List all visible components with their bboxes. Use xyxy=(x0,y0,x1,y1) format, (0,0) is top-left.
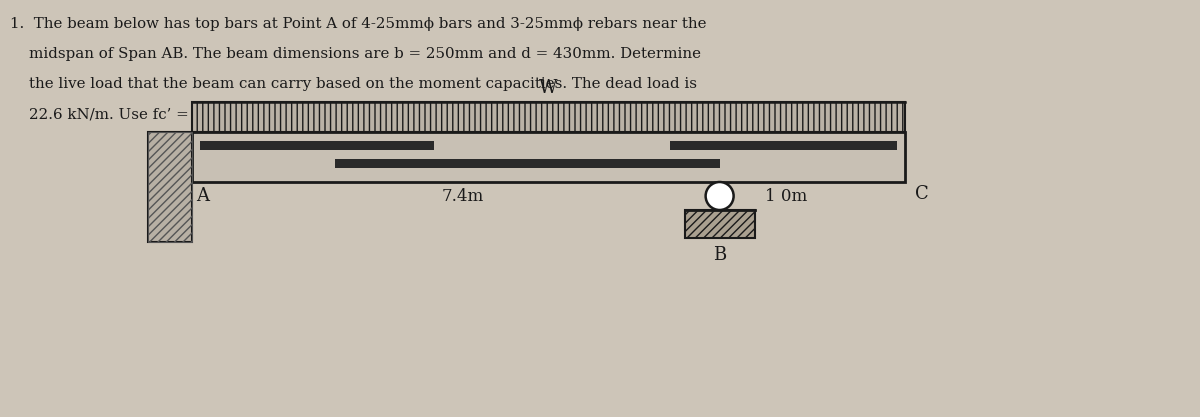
Bar xyxy=(335,159,720,168)
Bar xyxy=(192,132,905,182)
Text: W: W xyxy=(539,79,558,97)
Circle shape xyxy=(706,182,733,210)
Text: 1 0m: 1 0m xyxy=(764,188,806,205)
Text: 22.6 kN/m. Use fc’ = 25 MPa and Grade 40 rebars.: 22.6 kN/m. Use fc’ = 25 MPa and Grade 40… xyxy=(10,107,419,121)
Text: midspan of Span AB. The beam dimensions are b = 250mm and d = 430mm. Determine: midspan of Span AB. The beam dimensions … xyxy=(10,47,701,61)
Bar xyxy=(148,132,192,242)
Text: A: A xyxy=(196,187,209,205)
Bar xyxy=(685,210,755,238)
Bar xyxy=(148,132,192,242)
Bar xyxy=(670,141,898,150)
Text: B: B xyxy=(713,246,726,264)
Bar xyxy=(200,141,434,150)
Text: 7.4m: 7.4m xyxy=(442,188,484,205)
Text: 1.  The beam below has top bars at Point A of 4-25mmϕ bars and 3-25mmϕ rebars ne: 1. The beam below has top bars at Point … xyxy=(10,17,707,31)
Text: C: C xyxy=(916,185,929,203)
Text: the live load that the beam can carry based on the moment capacities. The dead l: the live load that the beam can carry ba… xyxy=(10,77,697,91)
Bar xyxy=(192,102,905,132)
